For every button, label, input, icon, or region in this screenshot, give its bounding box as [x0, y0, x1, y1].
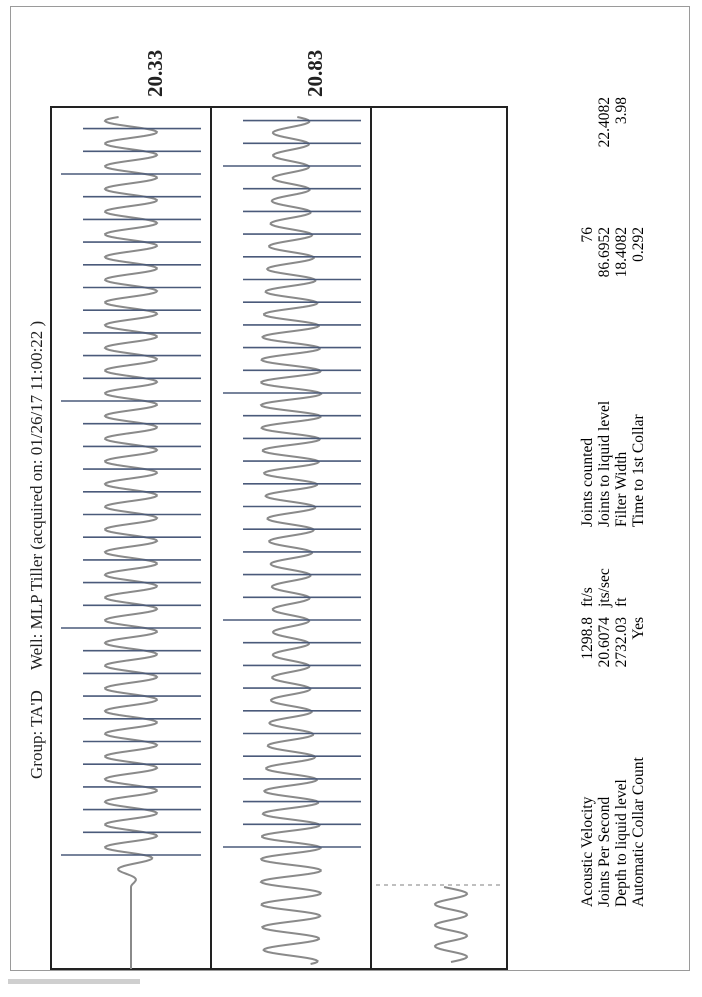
trace-3-wave	[433, 886, 469, 963]
stat-label: Acoustic Velocity	[579, 796, 596, 907]
stats-right-labels: Joints counted Joints to liquid level Fi…	[579, 401, 647, 527]
stats-left-units: ft/s jts/sec ft	[579, 568, 647, 607]
stat-value	[579, 97, 596, 177]
stat-value: 3.98	[613, 97, 630, 125]
stat-unit	[630, 568, 647, 607]
stat-label: Joints Per Second	[596, 796, 613, 907]
trace-2-wave	[259, 116, 323, 965]
report-frame: Group: TA'D Well: MLP Tiller (acquired o…	[10, 6, 690, 971]
stats-right-values: 76 86.6952 18.4082 0.292	[579, 227, 647, 297]
stat-unit: jts/sec	[596, 568, 613, 607]
trace-panel-border	[50, 106, 508, 970]
stat-value: 2732.03	[613, 617, 630, 668]
stat-value: 22.4082	[596, 97, 613, 148]
stat-value: 76	[579, 227, 596, 243]
trace-1-wave	[103, 116, 159, 969]
stat-value: 20.6074	[596, 617, 613, 668]
stat-value: 18.4082	[613, 227, 630, 278]
stat-value	[630, 97, 647, 177]
stat-label: Time to 1st Collar	[630, 414, 647, 527]
stat-label: Filter Width	[613, 451, 630, 527]
stat-unit: ft	[613, 597, 630, 607]
stat-value: Yes	[630, 617, 647, 640]
stat-label: Joints counted	[579, 437, 596, 527]
rotated-report: Group: TA'D Well: MLP Tiller (acquired o…	[11, 7, 702, 997]
stat-label: Joints to liquid level	[596, 400, 613, 527]
stat-value: 1298.8	[579, 617, 596, 660]
stat-value: 86.6952	[596, 227, 613, 278]
bottom-bar	[8, 979, 140, 984]
acoustic-traces-chart	[50, 106, 508, 970]
stat-unit: ft/s	[579, 587, 596, 607]
stat-label: Depth to liquid level	[613, 779, 630, 907]
stats-right-extra-values: 22.4082 3.98	[579, 97, 647, 177]
stat-value: 0.292	[630, 227, 647, 262]
stats-left-values: 1298.8 20.6074 2732.03 Yes	[579, 617, 647, 697]
stats-left-labels: Acoustic Velocity Joints Per Second Dept…	[579, 757, 647, 907]
stat-label: Automatic Collar Count	[630, 757, 647, 907]
